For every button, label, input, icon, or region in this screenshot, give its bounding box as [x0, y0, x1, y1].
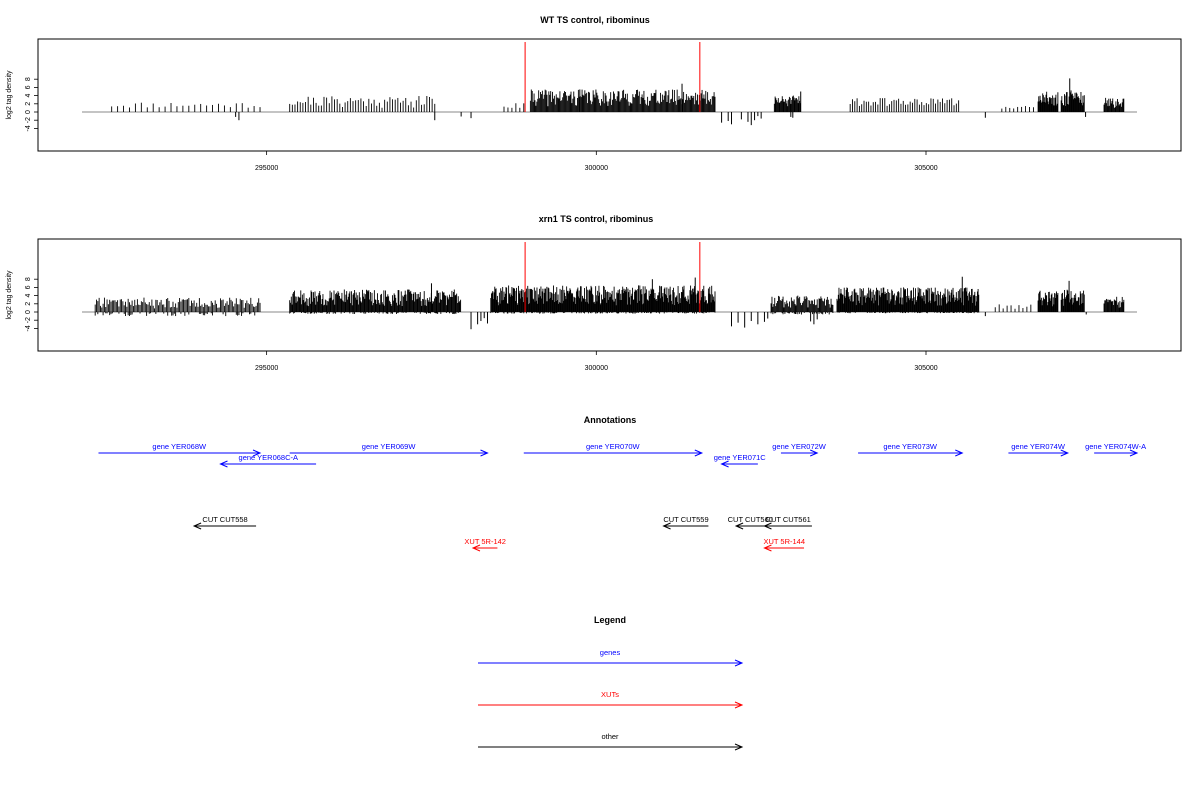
legend-arrow — [478, 659, 744, 667]
y-tick-label: 4 — [25, 94, 32, 98]
y-tick-label: 4 — [25, 294, 32, 298]
xrn1-y-axis-label: log2 tag density — [6, 270, 13, 320]
legend-title: Legend — [594, 615, 626, 625]
xrn1-track-panel: xrn1 TS control, ribominus log2 tag dens… — [6, 214, 1182, 372]
y-tick-label: 6 — [25, 285, 32, 289]
y-tick-label: -2 — [25, 117, 32, 123]
feature-label: gene YER068W — [152, 442, 207, 451]
wt-x-ticks: 295000 300000 305000 — [255, 151, 938, 172]
wt-y-ticks: 8 6 4 2 0 -2 -4 — [25, 77, 38, 132]
feature-arrow — [858, 449, 964, 457]
feature-arrow — [1094, 449, 1139, 457]
xrn1-bars — [82, 276, 1137, 330]
feature-arrow — [780, 449, 819, 457]
x-tick-label: 300000 — [585, 365, 608, 372]
feature-label: gene YER072W — [772, 442, 827, 451]
wt-markers — [524, 42, 701, 112]
feature-arrow — [720, 460, 758, 468]
legend-label: XUTs — [601, 690, 619, 699]
feature-arrow — [98, 449, 262, 457]
feature-label: XUT 5R-144 — [763, 537, 805, 546]
feature-arrow — [763, 522, 812, 530]
feature-arrow — [763, 544, 805, 552]
y-tick-label: -4 — [25, 325, 32, 331]
wt-y-axis-label: log2 tag density — [6, 70, 13, 120]
legend-label: other — [601, 732, 619, 741]
feature-label: gene YER070W — [586, 442, 641, 451]
y-tick-label: -4 — [25, 125, 32, 131]
annotation-features: gene YER068W gene YER068C-A gene YER069W ge… — [98, 442, 1146, 552]
feature-label: CUT CUT558 — [202, 515, 247, 524]
y-tick-label: -2 — [25, 317, 32, 323]
x-tick-label: 305000 — [914, 165, 937, 172]
legend-items: genes XUTs other — [478, 648, 744, 751]
wt-bars — [82, 78, 1137, 126]
wt-plot-frame — [37, 38, 1182, 152]
xrn1-x-ticks: 295000 300000 305000 — [255, 351, 938, 372]
feature-arrow — [192, 522, 257, 530]
y-tick-label: 0 — [25, 110, 32, 114]
x-tick-label: 305000 — [914, 365, 937, 372]
feature-label: CUT CUT561 — [766, 515, 811, 524]
feature-label: CUT CUT559 — [663, 515, 708, 524]
xrn1-markers — [524, 242, 701, 312]
x-tick-label: 300000 — [585, 165, 608, 172]
feature-label: gene YER074W — [1011, 442, 1066, 451]
feature-arrow — [734, 522, 765, 530]
y-tick-label: 2 — [25, 302, 32, 306]
feature-arrow — [289, 449, 489, 457]
feature-arrow — [1008, 449, 1070, 457]
feature-label: gene YER069W — [362, 442, 417, 451]
legend-label: genes — [600, 648, 621, 657]
feature-arrow — [662, 522, 709, 530]
legend-panel: Legend genes XUTs other — [478, 615, 744, 751]
y-tick-label: 8 — [25, 77, 32, 81]
feature-label: gene YER073W — [883, 442, 938, 451]
feature-arrow — [219, 460, 317, 468]
feature-label: gene YER068C-A — [239, 453, 298, 462]
feature-arrow — [523, 449, 704, 457]
feature-label: gene YER071C — [714, 453, 767, 462]
feature-label: CUT CUT560 — [728, 515, 773, 524]
wt-track-panel: WT TS control, ribominus log2 tag densit… — [6, 15, 1182, 172]
xrn1-y-ticks: 8 6 4 2 0 -2 -4 — [25, 277, 38, 332]
xrn1-plot-frame — [37, 238, 1182, 352]
legend-arrow — [478, 701, 744, 709]
wt-track-title: WT TS control, ribominus — [540, 15, 650, 25]
feature-label: gene YER074W-A — [1085, 442, 1146, 451]
xrn1-track-title: xrn1 TS control, ribominus — [539, 214, 654, 224]
annotations-title: Annotations — [584, 415, 637, 425]
x-tick-label: 295000 — [255, 165, 278, 172]
x-tick-label: 295000 — [255, 365, 278, 372]
y-tick-label: 0 — [25, 310, 32, 314]
y-tick-label: 2 — [25, 102, 32, 106]
feature-arrow — [471, 544, 498, 552]
feature-label: XUT 5R-142 — [464, 537, 506, 546]
legend-arrow — [478, 743, 744, 751]
y-tick-label: 8 — [25, 277, 32, 281]
y-tick-label: 6 — [25, 85, 32, 89]
